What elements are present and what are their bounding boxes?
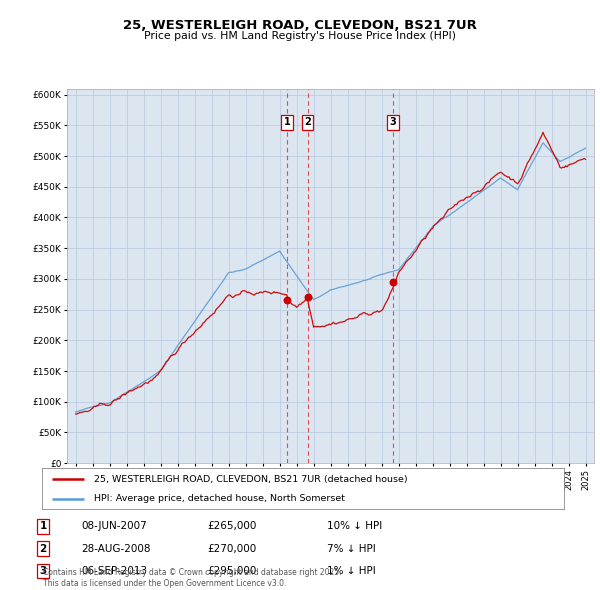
Text: 06-SEP-2013: 06-SEP-2013: [81, 566, 147, 576]
Text: 2: 2: [304, 117, 311, 127]
Text: 10% ↓ HPI: 10% ↓ HPI: [327, 522, 382, 531]
Point: [282, 296, 292, 305]
Text: £270,000: £270,000: [207, 544, 256, 553]
Text: 28-AUG-2008: 28-AUG-2008: [81, 544, 151, 553]
Text: 25, WESTERLEIGH ROAD, CLEVEDON, BS21 7UR (detached house): 25, WESTERLEIGH ROAD, CLEVEDON, BS21 7UR…: [94, 475, 408, 484]
Text: 3: 3: [390, 117, 397, 127]
Text: 1% ↓ HPI: 1% ↓ HPI: [327, 566, 376, 576]
Text: 1: 1: [284, 117, 290, 127]
Text: 25, WESTERLEIGH ROAD, CLEVEDON, BS21 7UR: 25, WESTERLEIGH ROAD, CLEVEDON, BS21 7UR: [123, 19, 477, 32]
Text: HPI: Average price, detached house, North Somerset: HPI: Average price, detached house, Nort…: [94, 494, 345, 503]
Text: £265,000: £265,000: [207, 522, 256, 531]
Point: [388, 277, 398, 287]
Text: £295,000: £295,000: [207, 566, 256, 576]
Text: 1: 1: [40, 522, 47, 531]
Text: 7% ↓ HPI: 7% ↓ HPI: [327, 544, 376, 553]
Text: 08-JUN-2007: 08-JUN-2007: [81, 522, 147, 531]
Text: 3: 3: [40, 566, 47, 576]
Text: 2: 2: [40, 544, 47, 553]
Text: Contains HM Land Registry data © Crown copyright and database right 2025.
This d: Contains HM Land Registry data © Crown c…: [43, 568, 342, 588]
Point: [303, 293, 313, 302]
Text: Price paid vs. HM Land Registry's House Price Index (HPI): Price paid vs. HM Land Registry's House …: [144, 31, 456, 41]
